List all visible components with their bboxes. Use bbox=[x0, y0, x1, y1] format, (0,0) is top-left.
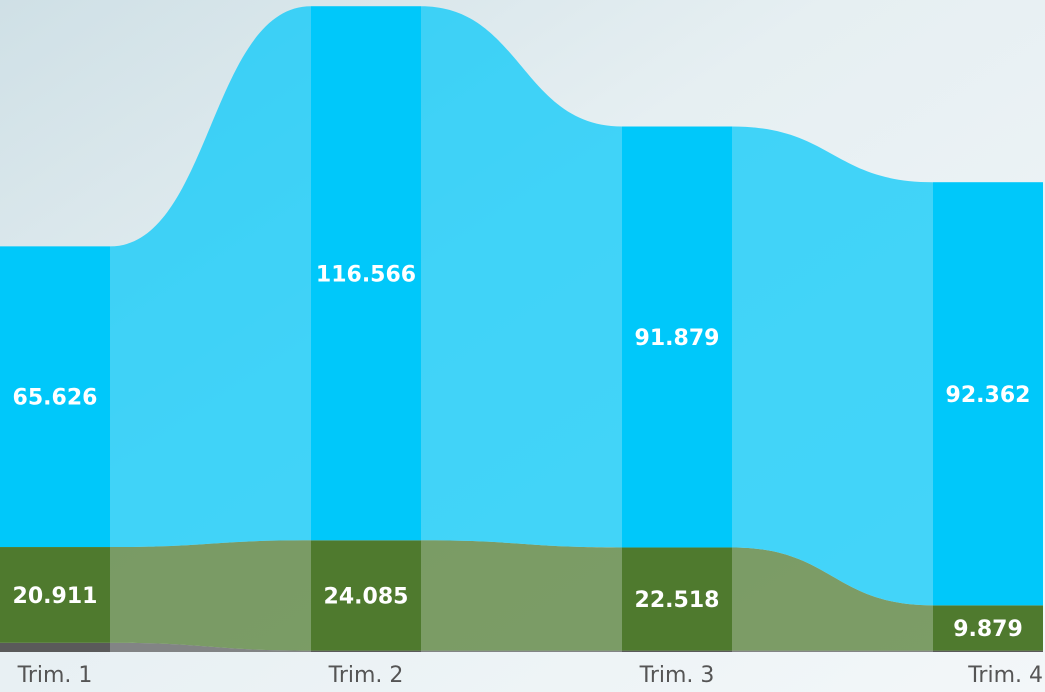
ribbon bbox=[110, 642, 311, 652]
data-label: 116.566 bbox=[316, 262, 416, 287]
column-segment bbox=[933, 605, 1043, 651]
data-label: 91.879 bbox=[635, 326, 720, 351]
ribbon bbox=[421, 540, 622, 651]
column-segment bbox=[622, 650, 732, 652]
column-segment bbox=[933, 650, 1043, 652]
data-label: 24.085 bbox=[324, 584, 409, 609]
ribbon bbox=[732, 650, 933, 652]
data-label: 20.911 bbox=[13, 584, 98, 609]
x-tick-label: Trim. 1 bbox=[17, 663, 93, 688]
column-segment bbox=[311, 650, 421, 652]
ribbon bbox=[110, 540, 311, 651]
column-segment bbox=[311, 6, 421, 541]
data-label: 9.879 bbox=[953, 617, 1023, 642]
column-segment bbox=[0, 642, 110, 652]
ribbon bbox=[421, 650, 622, 652]
column-segment bbox=[0, 547, 110, 643]
column-segment bbox=[622, 547, 732, 651]
column-segment bbox=[622, 126, 732, 548]
data-label: 22.518 bbox=[635, 588, 720, 613]
ribbon bbox=[110, 6, 311, 548]
ribbon bbox=[732, 126, 933, 606]
column-segment bbox=[311, 540, 421, 651]
ribbon bbox=[421, 6, 622, 548]
column-segment bbox=[933, 182, 1043, 606]
x-tick-label: Trim. 4 bbox=[967, 663, 1043, 688]
data-label: 65.626 bbox=[13, 386, 98, 411]
x-tick-label: Trim. 2 bbox=[328, 663, 404, 688]
x-tick-label: Trim. 3 bbox=[639, 663, 715, 688]
ribbon bbox=[732, 547, 933, 651]
data-label: 92.362 bbox=[946, 383, 1031, 408]
column-segment bbox=[0, 246, 110, 548]
